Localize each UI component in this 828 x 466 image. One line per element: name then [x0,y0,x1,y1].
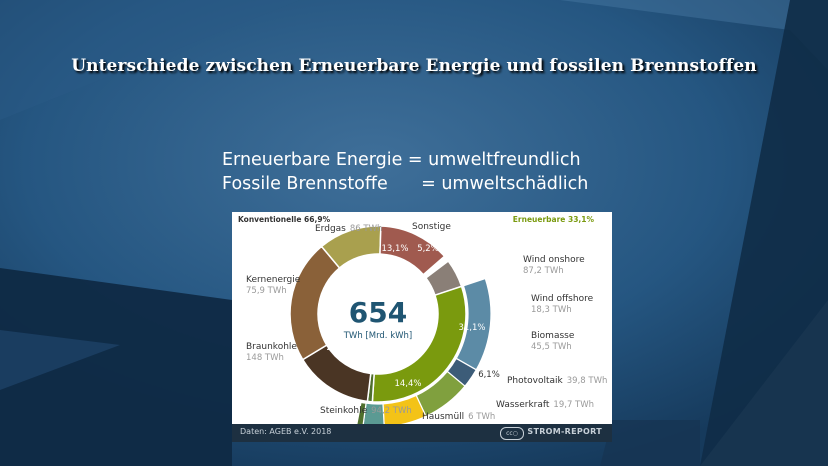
subtitle-line-fossil: Fossile Brennstoffe = umweltschädlich [222,174,589,194]
slice-label-5: 31,1% [458,323,485,333]
legend-entry-3: Braunkohle 148 TWh [246,342,297,363]
legend-labels: Erdgas 86 TWh Sonstige Kernenergie 75,9 TWh B… [246,222,607,422]
slice-label-0: 13,1% [381,244,408,254]
slice-label-1: 5,2% [417,244,439,254]
legend-entry-8: Biomasse 45,5 TWh [531,331,575,352]
legend-entry-2: Kernenergie 75,9 TWh [246,275,301,296]
legend-entry-6: Wind onshore 87,2 TWh [523,255,585,276]
slice-label-2: 11,6% [329,275,356,285]
slice-label-4: 14,4% [394,379,421,389]
legend-entry-7: Wind offshore 18,3 TWh [531,294,594,315]
slide-title: Unterschiede zwischen Erneuerbare Energi… [71,56,757,76]
brand-label: STROM-REPORT [527,427,602,436]
slice-label-8: 7,0% [494,332,516,342]
legend-entry-10: Wasserkraft 19,7 TWh [496,400,594,410]
donut-hole [318,254,438,374]
legend-entry-9: Photovoltaik 39,8 TWh [507,376,607,386]
slice-label-9: 6,1% [478,370,500,380]
legend-entry-1: Sonstige [412,222,451,232]
chart-footer: Daten: AGEB e.V. 2018 cc○ STROM-REPORT [232,424,612,442]
center-total: 654 [349,296,407,329]
group-label-conventional: Konventionelle 66,9% [238,215,331,224]
legend-entry-4: Steinkohle 94,2 TWh [320,406,412,416]
group-label-renewable: Erneuerbare 33,1% [513,215,595,224]
slice-label-10: 3% [463,390,477,400]
chart-card: 654 TWh [Mrd. kWh] Konventionelle 66,9% … [232,212,612,442]
slice-label-6: 13,3% [477,260,504,270]
slice-labels: 13,1% 5,2% 11,6% 22,6% 14,4% 31,1% 13,3% 2,8% 7,… [326,244,518,400]
cc-icon: cc○ [500,427,524,440]
slice-label-7: 2,8% [497,302,519,312]
subtitle-line-renewable: Erneuerbare Energie = umweltfreundlich [222,150,581,170]
legend-entry-0: Erdgas 86 TWh [315,224,382,234]
donut-chart: 654 TWh [Mrd. kWh] Konventionelle 66,9% … [238,215,607,428]
center-unit: TWh [Mrd. kWh] [343,331,413,341]
data-source: Daten: AGEB e.V. 2018 [240,427,332,436]
outer-ring [355,277,492,428]
slice-label-3: 22,6% [326,343,353,353]
legend-entry-5: Hausmüll 6 TWh [422,412,495,422]
